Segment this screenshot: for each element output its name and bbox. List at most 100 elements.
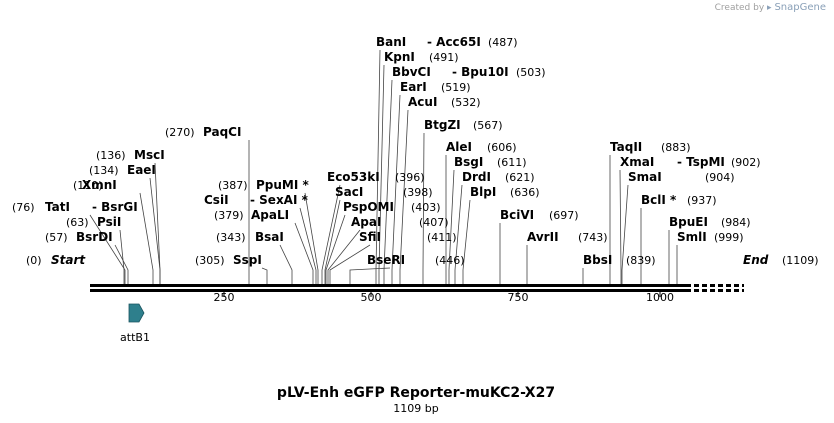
map-title: pLV-Enh eGFP Reporter-muKC2-X27 bbox=[277, 385, 555, 401]
enzyme-site-kpni[interactable]: KpnI (491) bbox=[384, 50, 459, 64]
enzyme-site-eco53ki[interactable]: Eco53kI (396) bbox=[327, 170, 425, 184]
enzyme-site-drdi[interactable]: DrdI (621) bbox=[462, 170, 535, 184]
enzyme-site-bseri[interactable]: BseRI (446) bbox=[367, 253, 465, 267]
credit-brand: SnapGene bbox=[774, 2, 826, 13]
enzyme-partner-name: - BsrGI bbox=[92, 200, 138, 214]
ruler-label-500: 500 bbox=[361, 291, 382, 304]
enzyme-position: (396) bbox=[395, 171, 425, 184]
enzyme-position: (136) bbox=[96, 149, 126, 162]
enzyme-site-msci[interactable]: MscI (136) bbox=[96, 148, 165, 162]
enzyme-position: (379) bbox=[214, 209, 244, 222]
enzyme-site-blpi[interactable]: BlpI (636) bbox=[470, 185, 540, 199]
enzyme-position: (487) bbox=[488, 36, 518, 49]
enzyme-site-sfii[interactable]: SfiI (411) bbox=[359, 230, 457, 244]
enzyme-leader-line bbox=[114, 244, 129, 284]
enzyme-position: (57) bbox=[45, 231, 68, 244]
enzyme-site-ppumi[interactable]: PpuMI * (387) bbox=[218, 178, 310, 192]
enzyme-site-bsrdi[interactable]: BsrDI (57) bbox=[45, 230, 113, 244]
enzyme-position: (636) bbox=[510, 186, 540, 199]
enzyme-name: MscI bbox=[134, 148, 165, 162]
enzyme-position: (999) bbox=[714, 231, 744, 244]
enzyme-site-xmni[interactable]: XmnI(110) bbox=[73, 178, 117, 192]
enzyme-site-alei[interactable]: AleI (606) bbox=[446, 140, 517, 154]
end-position: (1109) bbox=[782, 254, 819, 267]
enzyme-site-xmai[interactable]: XmaI - TspMI (902) bbox=[620, 155, 761, 169]
enzyme-position: (904) bbox=[705, 171, 735, 184]
enzyme-name: SfiI bbox=[359, 230, 381, 244]
enzyme-position: (343) bbox=[216, 231, 246, 244]
enzyme-position: (567) bbox=[473, 119, 503, 132]
enzyme-site-eaei[interactable]: EaeI (134) bbox=[89, 163, 156, 177]
enzyme-name: ApaLI bbox=[251, 208, 289, 222]
enzyme-site-paqci[interactable]: PaqCI (270) bbox=[165, 125, 241, 139]
enzyme-position: (134) bbox=[89, 164, 119, 177]
enzyme-site-btgzi[interactable]: BtgZI (567) bbox=[424, 118, 503, 132]
enzyme-site-tati[interactable]: TatI - BsrGI (76) bbox=[12, 200, 138, 214]
feature-attb1[interactable]: attB1 bbox=[120, 303, 150, 344]
enzyme-position: (519) bbox=[441, 81, 471, 94]
enzyme-position: (984) bbox=[721, 216, 751, 229]
enzyme-site-saci[interactable]: SacI (398) bbox=[335, 185, 433, 199]
enzyme-position: (63) bbox=[66, 216, 89, 229]
enzyme-position: (532) bbox=[451, 96, 481, 109]
enzyme-name: SmlI bbox=[677, 230, 707, 244]
enzyme-site-bani[interactable]: BanI - Acc65I (487) bbox=[376, 35, 518, 49]
enzyme-site-csii[interactable]: CsiI - SexAI * bbox=[204, 193, 309, 207]
enzyme-name: SacI bbox=[335, 185, 363, 199]
enzyme-position: (606) bbox=[487, 141, 517, 154]
enzyme-partner-name: - SexAI * bbox=[250, 193, 309, 207]
enzyme-name: KpnI bbox=[384, 50, 415, 64]
enzyme-leader-line bbox=[378, 64, 385, 284]
ruler-label-750: 750 bbox=[508, 291, 529, 304]
enzyme-name: TatI bbox=[45, 200, 70, 214]
enzyme-partner-name: - TspMI bbox=[677, 155, 725, 169]
enzyme-position: (839) bbox=[626, 254, 656, 267]
enzyme-site-apai[interactable]: ApaI (407) bbox=[351, 215, 449, 229]
end-label: End bbox=[743, 253, 769, 267]
enzyme-site-bbsi[interactable]: BbsI (839) bbox=[583, 253, 656, 267]
enzyme-position: (305) bbox=[195, 254, 225, 267]
enzyme-site-bsai[interactable]: BsaI (343) bbox=[216, 230, 284, 244]
enzyme-site-sspi[interactable]: SspI (305) bbox=[195, 253, 262, 267]
enzyme-leader-line bbox=[139, 192, 154, 284]
enzyme-site-psii[interactable]: PsiI (63) bbox=[66, 215, 121, 229]
enzyme-site-apali[interactable]: ApaLI (379) bbox=[214, 208, 289, 222]
enzyme-leader-line bbox=[619, 169, 622, 284]
enzyme-name: BsgI bbox=[454, 155, 483, 169]
enzyme-site-bsgi[interactable]: BsgI (611) bbox=[454, 155, 527, 169]
enzyme-site-avrii[interactable]: AvrII (743) bbox=[527, 230, 608, 244]
enzyme-leader-line bbox=[349, 267, 391, 284]
enzyme-site-bcivi[interactable]: BciVI (697) bbox=[500, 208, 579, 222]
snapgene-credit: Created by ▸ SnapGene bbox=[715, 2, 826, 13]
enzyme-leader-line bbox=[621, 184, 629, 284]
enzyme-site-pspomi[interactable]: PspOMI (403) bbox=[343, 200, 441, 214]
enzyme-site-taqii[interactable]: TaqII (883) bbox=[610, 140, 691, 154]
enzyme-site-acui[interactable]: AcuI (532) bbox=[408, 95, 481, 109]
enzyme-name: BclI * bbox=[641, 193, 677, 207]
enzyme-leader-line bbox=[375, 49, 381, 284]
enzyme-leader-line bbox=[329, 244, 371, 284]
enzyme-leader-line bbox=[299, 207, 317, 284]
enzyme-site-bbvci[interactable]: BbvCI - Bpu10I (503) bbox=[392, 65, 546, 79]
enzyme-site-smli[interactable]: SmlI (999) bbox=[677, 230, 744, 244]
enzyme-leader-lines bbox=[89, 49, 678, 284]
enzyme-name: EarI bbox=[400, 80, 427, 94]
start-position: (0) bbox=[26, 254, 42, 267]
enzyme-name: AleI bbox=[446, 140, 472, 154]
enzyme-name: BtgZI bbox=[424, 118, 461, 132]
enzyme-leader-line bbox=[325, 214, 346, 284]
enzyme-position: (407) bbox=[419, 216, 449, 229]
enzyme-site-smai[interactable]: SmaI (904) bbox=[628, 170, 735, 184]
enzyme-name: CsiI bbox=[204, 193, 229, 207]
enzyme-position: (403) bbox=[411, 201, 441, 214]
enzyme-position: (270) bbox=[165, 126, 195, 139]
enzyme-name: BbsI bbox=[583, 253, 612, 267]
credit-prefix: Created by bbox=[714, 3, 765, 13]
enzyme-leader-line bbox=[304, 192, 319, 284]
enzyme-site-bcli[interactable]: BclI * (937) bbox=[641, 193, 717, 207]
enzyme-site-eari[interactable]: EarI (519) bbox=[400, 80, 471, 94]
enzyme-name: SspI bbox=[233, 253, 262, 267]
sequence-backbone bbox=[90, 284, 744, 292]
enzyme-site-bpuei[interactable]: BpuEI (984) bbox=[669, 215, 751, 229]
